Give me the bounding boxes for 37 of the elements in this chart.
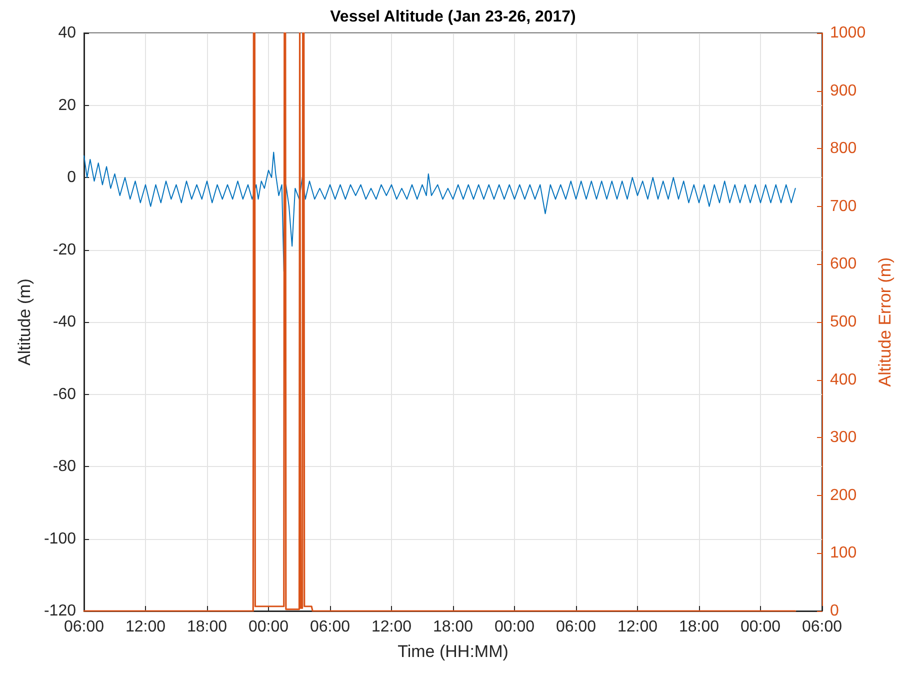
y-tick-label: 20	[58, 96, 76, 114]
y-tick-label: -120	[44, 602, 76, 620]
x-tick-label: 18:00	[432, 618, 474, 636]
y-tick-label: -20	[52, 241, 76, 258]
x-tick-label: 12:00	[371, 618, 412, 636]
y2-tick-label: 300	[830, 429, 857, 446]
x-tick-label: 00:00	[740, 618, 781, 636]
x-tick-label: 12:00	[125, 618, 166, 636]
x-tick-label: 18:00	[186, 618, 228, 636]
x-tick-label: 06:00	[802, 618, 842, 636]
y-axis-title: Altitude (m)	[15, 278, 34, 366]
y2-tick-label: 0	[830, 602, 839, 620]
chart-title: Vessel Altitude (Jan 23-26, 2017)	[330, 8, 576, 26]
x-tick-label: 06:00	[310, 618, 350, 636]
x-axis-title: Time (HH:MM)	[398, 642, 508, 661]
x-tick-label: 18:00	[678, 618, 720, 636]
y-tick-label: -100	[44, 530, 76, 548]
x-tick-label: 06:00	[64, 618, 104, 636]
y-tick-label: -60	[52, 386, 76, 403]
x-tick-label: 00:00	[494, 618, 535, 636]
y2-tick-label: 700	[830, 198, 857, 215]
y2-tick-label: 200	[830, 486, 857, 504]
y2-tick-label: 900	[830, 82, 857, 100]
y-tick-label: -80	[52, 458, 76, 475]
y2-tick-label: 600	[830, 256, 857, 273]
y-tick-label: -40	[52, 314, 76, 330]
x-tick-label: 00:00	[248, 618, 289, 636]
x-tick-label: 12:00	[617, 618, 658, 636]
y-tick-label: 0	[67, 169, 76, 186]
y2-tick-label: 1000	[830, 24, 866, 42]
y2-axis-title: Altitude Error (m)	[875, 257, 894, 387]
y2-tick-label: 500	[830, 314, 857, 330]
y2-tick-label: 400	[830, 371, 857, 388]
y-tick-label: 40	[58, 24, 76, 42]
y2-tick-label: 100	[830, 544, 857, 562]
y2-tick-label: 800	[830, 140, 857, 158]
x-tick-label: 06:00	[556, 618, 596, 636]
